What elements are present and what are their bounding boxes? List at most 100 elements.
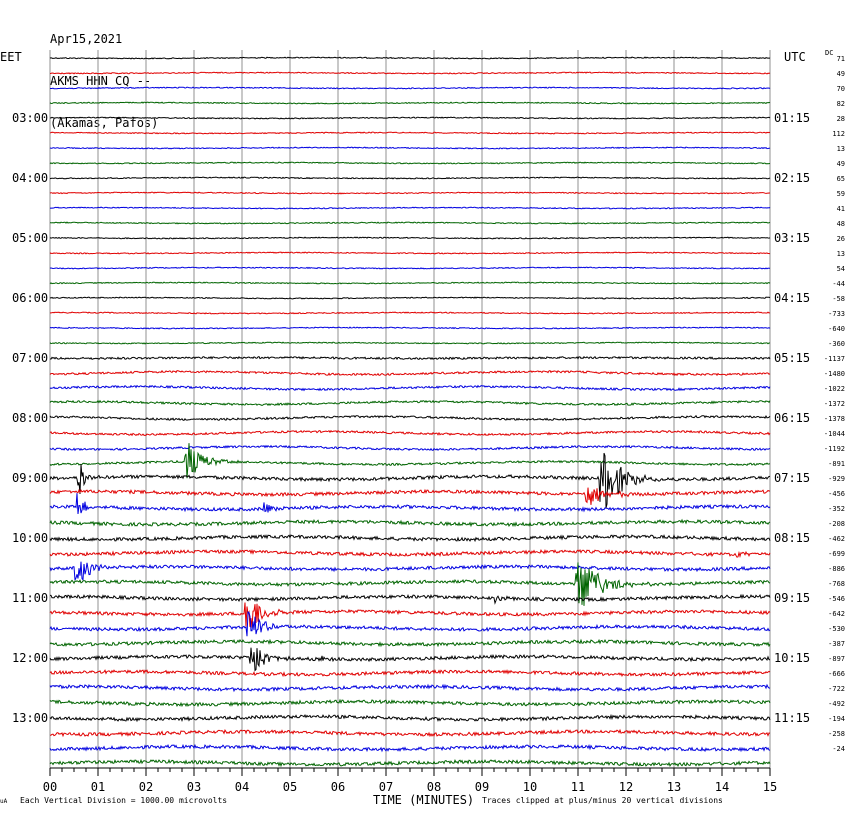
x-tick-label: 06 <box>331 780 345 794</box>
x-tick-label: 00 <box>43 780 57 794</box>
x-tick-label: 11 <box>571 780 585 794</box>
dc-offset-label: -1137 <box>824 355 845 363</box>
trace-41 <box>49 647 771 672</box>
dc-offset-label: -194 <box>828 715 845 723</box>
x-tick-label: 13 <box>667 780 681 794</box>
dc-offset-label: -387 <box>828 640 845 648</box>
dc-offset-label: 82 <box>837 100 845 108</box>
x-tick-label: 04 <box>235 780 249 794</box>
trace-24 <box>49 399 771 407</box>
dc-offset-label: -456 <box>828 490 845 498</box>
dc-offset-label: -897 <box>828 655 845 663</box>
dc-offset-label: 59 <box>837 190 845 198</box>
left-hour-label: 06:00 <box>12 291 48 305</box>
trace-34 <box>49 548 771 558</box>
station-label: AKMS HHN CQ -- <box>50 74 152 88</box>
dc-offset-label: -722 <box>828 685 845 693</box>
trace-38 <box>49 602 771 628</box>
x-tick-label: 12 <box>619 780 633 794</box>
left-hour-label: 03:00 <box>12 111 48 125</box>
right-hour-label: 02:15 <box>774 171 810 185</box>
right-hour-label: 10:15 <box>774 651 810 665</box>
trace-11 <box>49 206 771 210</box>
trace-2 <box>49 71 771 75</box>
trace-45 <box>49 713 771 723</box>
left-hour-label: 04:00 <box>12 171 48 185</box>
trace-5 <box>49 116 771 120</box>
left-time-labels: 03:00 04:00 05:00 06:00 07:00 08:00 09:00 10:00… <box>12 111 48 725</box>
dc-offset-label: -1480 <box>824 370 845 378</box>
trace-3 <box>50 86 771 90</box>
trace-39 <box>49 611 771 637</box>
dc-offset-label: 13 <box>837 145 845 153</box>
dc-offset-label: -1372 <box>824 400 845 408</box>
clip-note: Traces clipped at plus/minus 20 vertical… <box>482 796 723 805</box>
left-hour-label: 12:00 <box>12 651 48 665</box>
trace-1 <box>49 56 771 60</box>
dc-offset-label: 112 <box>832 130 845 138</box>
dc-offset-label: -258 <box>828 730 845 738</box>
dc-offset-label: -58 <box>832 295 845 303</box>
dc-offset-label: -462 <box>828 535 845 543</box>
left-hour-label: 09:00 <box>12 471 48 485</box>
right-hour-label: 03:15 <box>774 231 810 245</box>
dc-offset-label: 49 <box>837 70 845 78</box>
dc-offset-label: -929 <box>828 475 845 483</box>
dc-offset-label: -1192 <box>824 445 845 453</box>
trace-group <box>49 56 771 768</box>
trace-8 <box>49 161 771 165</box>
dc-offset-label: 54 <box>837 265 845 273</box>
dc-offset-label: -699 <box>828 550 845 558</box>
dc-offset-label: 28 <box>837 115 845 123</box>
dc-offset-label: -642 <box>828 610 845 618</box>
dc-header-label: DC <box>825 49 833 57</box>
trace-18 <box>49 311 771 315</box>
trace-20 <box>49 341 770 345</box>
x-tick-label: 09 <box>475 780 489 794</box>
trace-14 <box>49 251 771 255</box>
trace-48 <box>49 758 771 768</box>
trace-17 <box>49 296 771 300</box>
right-hour-label: 06:15 <box>774 411 810 425</box>
x-axis: 00 01 02 03 04 05 06 07 08 09 10 11 12 13 14 15 <box>43 768 777 794</box>
trace-30 <box>49 487 770 505</box>
trace-27 <box>49 444 771 452</box>
left-hour-label: 08:00 <box>12 411 48 425</box>
trace-29 <box>49 452 771 509</box>
trace-37 <box>50 593 771 605</box>
dc-offset-label: 49 <box>837 160 845 168</box>
dc-offset-label: -24 <box>832 745 845 753</box>
trace-36 <box>49 562 771 606</box>
x-tick-label: 15 <box>763 780 777 794</box>
right-hour-label: 09:15 <box>774 591 810 605</box>
date-label: Apr15,2021 <box>50 32 123 46</box>
dc-offset-label: 48 <box>837 220 845 228</box>
trace-44 <box>49 698 771 708</box>
dc-offset-label: -352 <box>828 505 845 513</box>
dc-offset-label: -886 <box>828 565 845 573</box>
x-tick-label: 05 <box>283 780 297 794</box>
right-hour-label: 07:15 <box>774 471 810 485</box>
trace-4 <box>49 101 771 105</box>
trace-28 <box>49 443 770 479</box>
corner-mark: uA <box>0 798 8 805</box>
right-timezone-label: UTC <box>784 50 806 64</box>
dc-offset-label: -768 <box>828 580 845 588</box>
dc-offset-label: -1044 <box>824 430 845 438</box>
dc-offset-label: 41 <box>837 205 845 213</box>
left-hour-label: 10:00 <box>12 531 48 545</box>
trace-26 <box>49 429 771 437</box>
dc-offset-label: 65 <box>837 175 845 183</box>
trace-23 <box>49 384 771 392</box>
x-tick-label: 08 <box>427 780 441 794</box>
dc-offset-label: -1378 <box>824 415 845 423</box>
right-hour-label: 01:15 <box>774 111 810 125</box>
dc-offset-label: -666 <box>828 670 845 678</box>
left-hour-label: 05:00 <box>12 231 48 245</box>
trace-9 <box>49 176 771 180</box>
dc-offset-label: 71 <box>837 55 845 63</box>
left-hour-label: 07:00 <box>12 351 48 365</box>
right-hour-label: 11:15 <box>774 711 810 725</box>
trace-22 <box>49 369 771 377</box>
